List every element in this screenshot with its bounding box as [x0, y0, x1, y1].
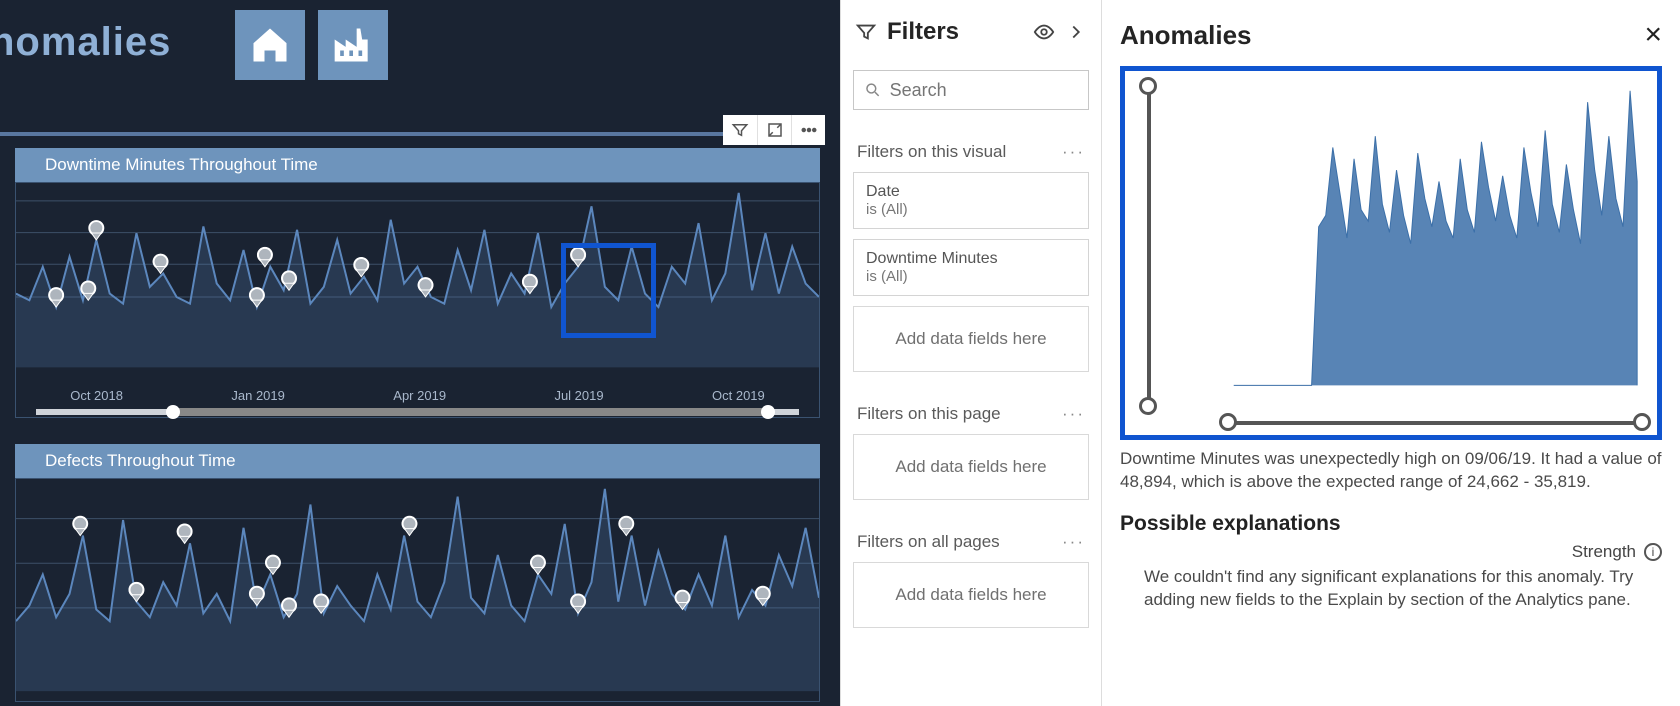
- defects-chart[interactable]: Defects Throughout Time: [15, 444, 820, 704]
- add-report-filter[interactable]: Add data fields here: [853, 562, 1089, 628]
- search-icon: [864, 80, 882, 100]
- search-box[interactable]: [853, 70, 1089, 110]
- divider: [0, 132, 825, 136]
- chart-title: Downtime Minutes Throughout Time: [15, 148, 820, 182]
- section-more-icon[interactable]: ···: [1062, 532, 1085, 552]
- collapse-icon[interactable]: [1065, 21, 1087, 43]
- add-page-filter[interactable]: Add data fields here: [853, 434, 1089, 500]
- chart-body: [15, 478, 820, 702]
- filters-on-visual-header: Filters on this visual ···: [841, 130, 1101, 172]
- filter-card[interactable]: Downtime Minutesis (All): [853, 239, 1089, 296]
- anomalies-title: Anomalies: [1120, 20, 1252, 51]
- filters-title: Filters: [887, 18, 1033, 46]
- explanation-body: We couldn't find any significant explana…: [1120, 566, 1662, 612]
- chart-body: Oct 2018 Jan 2019 Apr 2019 Jul 2019 Oct 2019: [15, 182, 820, 418]
- x-axis-labels: Oct 2018 Jan 2019 Apr 2019 Jul 2019 Oct 2019: [16, 388, 819, 403]
- x-tick-label: Apr 2019: [393, 388, 446, 403]
- filters-pane: Filters Filters on this visual ··· Datei…: [840, 0, 1102, 706]
- home-icon: [248, 23, 292, 67]
- downtime-chart[interactable]: Downtime Minutes Throughout Time Oct 201…: [15, 148, 820, 420]
- add-visual-filter[interactable]: Add data fields here: [853, 306, 1089, 372]
- more-options-icon[interactable]: [791, 115, 825, 145]
- x-tick-label: Jan 2019: [231, 388, 285, 403]
- close-icon[interactable]: ×: [1644, 18, 1662, 52]
- section-more-icon[interactable]: ···: [1062, 142, 1085, 162]
- filters-on-page-header: Filters on this page ···: [841, 392, 1101, 434]
- filter-field: Date: [866, 183, 1076, 201]
- strength-label: Strength: [1572, 542, 1636, 562]
- factory-icon: [331, 23, 375, 67]
- x-tick-label: Oct 2018: [70, 388, 123, 403]
- filters-on-all-header: Filters on all pages ···: [841, 520, 1101, 562]
- y-axis: [1147, 83, 1151, 403]
- nav-factory-button[interactable]: [318, 10, 388, 80]
- visual-action-bar: [723, 115, 825, 145]
- report-canvas: nomalies Downtime Minutes Throughout Tim…: [0, 0, 840, 706]
- info-icon[interactable]: i: [1644, 543, 1662, 561]
- filter-field: Downtime Minutes: [866, 250, 1076, 268]
- axis-handle[interactable]: [1219, 413, 1237, 431]
- anomalies-pane: Anomalies × Downtime Minutes was unexpec…: [1102, 0, 1680, 706]
- anomaly-description: Downtime Minutes was unexpectedly high o…: [1120, 448, 1662, 494]
- section-more-icon[interactable]: ···: [1062, 404, 1085, 424]
- zoom-slider[interactable]: [36, 409, 799, 415]
- possible-explanations-header: Possible explanations: [1120, 512, 1662, 536]
- axis-handle[interactable]: [1633, 413, 1651, 431]
- x-tick-label: Jul 2019: [554, 388, 603, 403]
- filter-summary: is (All): [866, 201, 1076, 218]
- anomaly-sparkline[interactable]: [1120, 66, 1662, 440]
- filters-header: Filters: [841, 0, 1101, 64]
- selection-highlight: [561, 243, 656, 338]
- eye-icon[interactable]: [1033, 21, 1055, 43]
- filter-summary: is (All): [866, 268, 1076, 285]
- focus-mode-icon[interactable]: [757, 115, 791, 145]
- x-axis: [1227, 421, 1643, 425]
- chart-title: Defects Throughout Time: [15, 444, 820, 478]
- x-tick-label: Oct 2019: [712, 388, 765, 403]
- filter-card[interactable]: Dateis (All): [853, 172, 1089, 229]
- visual-filter-icon[interactable]: [723, 115, 757, 145]
- filter-icon: [855, 21, 877, 43]
- nav-home-button[interactable]: [235, 10, 305, 80]
- page-title: nomalies: [0, 20, 171, 65]
- search-input[interactable]: [890, 80, 1078, 101]
